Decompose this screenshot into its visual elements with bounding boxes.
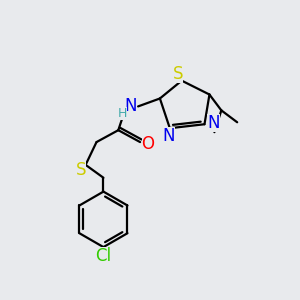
Text: N: N bbox=[163, 127, 175, 145]
Text: H: H bbox=[118, 107, 127, 120]
Text: N: N bbox=[207, 114, 220, 132]
Text: Cl: Cl bbox=[95, 247, 112, 265]
Text: O: O bbox=[142, 135, 154, 153]
Text: S: S bbox=[172, 65, 183, 83]
Text: S: S bbox=[75, 161, 86, 179]
Text: N: N bbox=[124, 98, 136, 116]
